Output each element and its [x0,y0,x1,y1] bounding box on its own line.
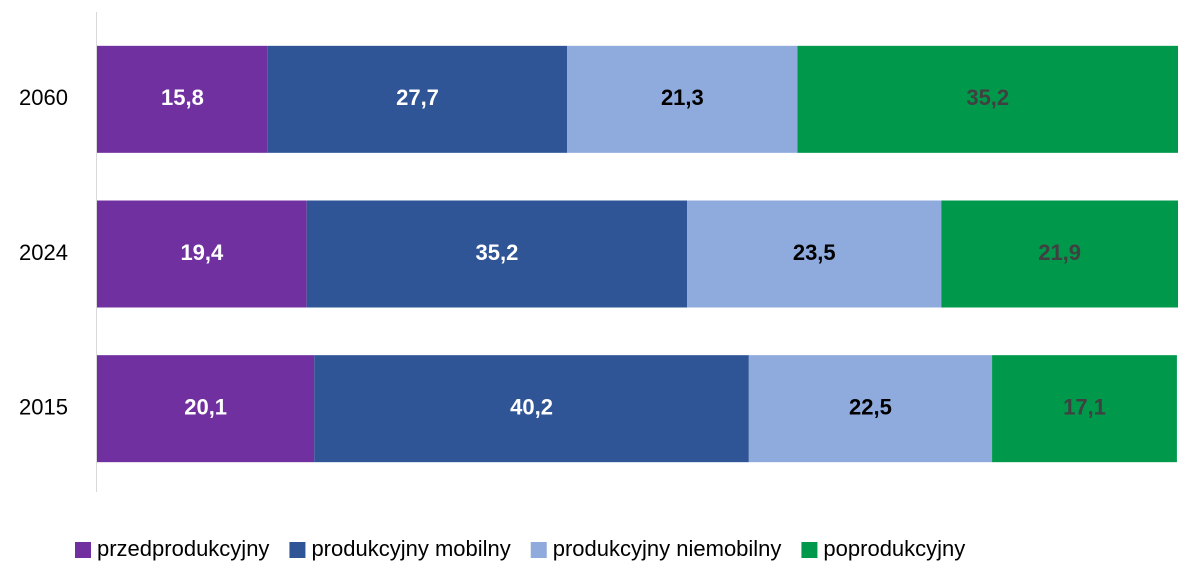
legend-label: przedprodukcyjny [97,536,269,561]
y-tick-label: 2060 [19,85,68,110]
legend-swatch [801,542,818,558]
legend-swatch [289,542,306,558]
bar-segment [992,355,1177,463]
bar-segment [97,45,268,153]
data-label: 21,9 [1038,240,1081,265]
bar-segment [797,45,1178,153]
data-label: 20,1 [184,394,227,419]
data-label: 21,3 [661,85,704,110]
data-label: 35,2 [476,240,519,265]
data-label: 19,4 [180,240,224,265]
legend-label: produkcyjny niemobilny [553,536,782,561]
bar-segment [267,45,568,153]
bar-segment [748,355,993,463]
legend-label: poprodukcyjny [823,536,965,561]
bar-segment [941,200,1178,308]
bar-segment [97,355,315,463]
data-label: 17,1 [1063,394,1106,419]
legend-swatch [75,542,91,558]
data-label: 15,8 [161,85,204,110]
data-label: 23,5 [793,240,836,265]
bar-segment [314,355,749,463]
data-label: 40,2 [510,394,553,419]
data-label: 35,2 [966,85,1009,110]
data-label: 22,5 [849,394,892,419]
bar-segment [306,200,688,308]
data-label: 27,7 [396,85,439,110]
y-tick-label: 2015 [19,394,68,419]
legend-swatch [530,542,547,558]
y-tick-label: 2024 [19,240,68,265]
bar-segment [97,200,307,308]
bar-segment [567,45,798,153]
legend-label: produkcyjny mobilny [311,536,510,561]
bar-segment [687,200,942,308]
